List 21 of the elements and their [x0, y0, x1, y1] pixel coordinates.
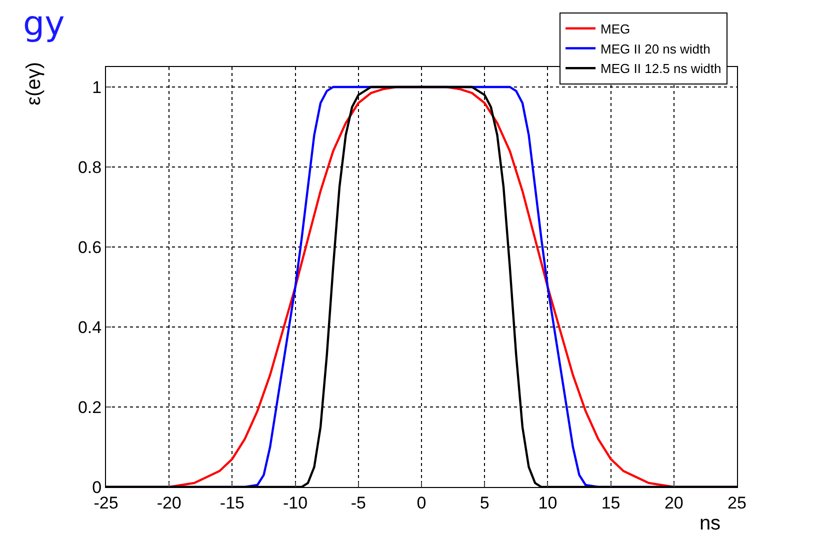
x-tick-label: 10 [538, 493, 558, 512]
y-axis-title: ε(eγ) [23, 62, 45, 106]
y-tick-label: 1 [92, 78, 102, 97]
x-tick-label: 5 [480, 493, 490, 512]
legend-label: MEG II 12.5 ns width [600, 61, 722, 76]
x-tick-label: 25 [728, 493, 746, 512]
legend-label: MEG [600, 21, 630, 36]
y-tick-label: 0.2 [78, 398, 102, 417]
x-tick-label: -10 [283, 493, 308, 512]
x-tick-label: 15 [601, 493, 620, 512]
y-tick-label: 0.4 [78, 318, 102, 337]
y-tick-label: 0.6 [78, 238, 102, 257]
x-tick-label: 0 [416, 493, 426, 512]
x-axis-title: ns [699, 512, 721, 534]
x-tick-label: -5 [350, 493, 366, 512]
y-tick-label: 0.8 [78, 158, 102, 177]
legend-label: MEG II 20 ns width [600, 41, 710, 56]
x-tick-label: -15 [220, 493, 244, 512]
x-tick-label: -20 [156, 493, 182, 512]
text: gy [23, 4, 65, 44]
x-tick-label: 20 [664, 493, 684, 512]
